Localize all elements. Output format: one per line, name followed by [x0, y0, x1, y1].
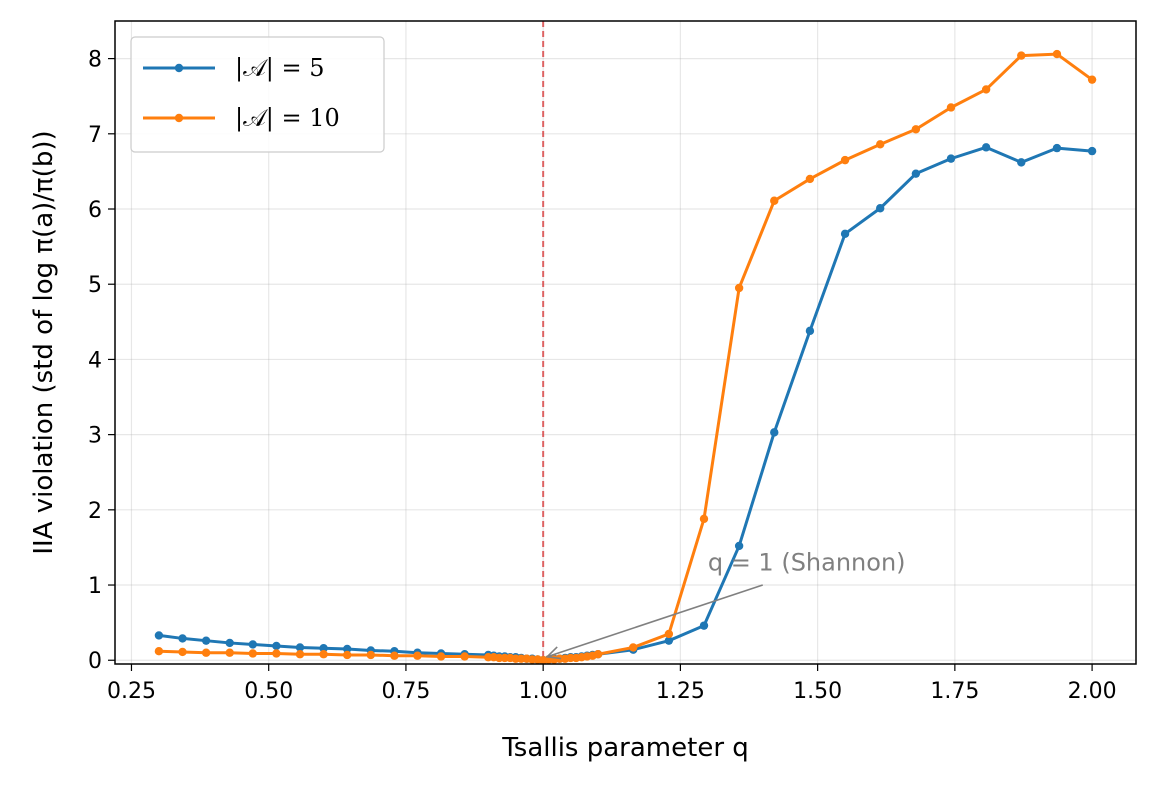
data-point	[840, 229, 850, 239]
series-2	[154, 49, 1097, 665]
data-point	[699, 621, 709, 630]
data-point	[628, 643, 638, 652]
data-point	[342, 650, 352, 660]
data-point	[699, 514, 709, 524]
data-point	[911, 125, 921, 134]
data-point	[770, 196, 779, 205]
x-tick-label: 1.75	[930, 679, 979, 704]
x-tick-label: 0.75	[381, 679, 430, 704]
data-point	[178, 634, 187, 643]
data-point	[1087, 75, 1097, 84]
data-point	[734, 283, 744, 293]
data-point	[319, 644, 328, 653]
data-point	[272, 649, 281, 658]
data-point	[390, 651, 399, 660]
data-point	[664, 636, 674, 645]
x-tick-label: 0.25	[107, 679, 156, 704]
data-point	[272, 641, 281, 651]
data-point	[734, 541, 744, 551]
x-tick-label: 1.50	[793, 679, 842, 704]
data-point	[770, 428, 779, 437]
data-point	[840, 155, 850, 165]
legend-marker	[174, 113, 184, 123]
x-axis-label: Tsallis parameter q	[501, 733, 749, 763]
y-tick-label: 2	[88, 499, 102, 524]
data-point	[154, 631, 164, 640]
data-point	[981, 143, 991, 152]
data-point	[366, 650, 375, 660]
y-axis-ticks: 0 1 2 3 4 5 6 7 8	[88, 48, 115, 674]
x-tick-label: 0.50	[244, 679, 293, 704]
data-point	[248, 649, 257, 658]
annotation-arrow	[546, 584, 763, 658]
data-point	[178, 647, 187, 657]
data-point	[460, 652, 469, 661]
x-tick-label: 1.00	[519, 679, 568, 704]
annotation-layer: q = 1 (Shannon)	[545, 548, 906, 660]
data-point	[295, 650, 305, 659]
y-tick-label: 0	[88, 649, 102, 674]
legend-box	[130, 36, 385, 153]
data-point	[248, 640, 257, 649]
legend-entry: |𝒜| = 5	[235, 54, 325, 83]
legend-marker	[174, 63, 184, 73]
data-point	[1017, 158, 1026, 167]
data-point	[946, 103, 956, 112]
data-point	[981, 85, 991, 94]
data-point	[876, 140, 885, 149]
plot-frame	[114, 20, 1137, 665]
data-point	[946, 154, 956, 163]
data-point	[1052, 49, 1062, 59]
data-point	[1087, 146, 1097, 156]
y-tick-label: 6	[88, 198, 102, 223]
data-point	[1052, 143, 1062, 153]
y-tick-label: 8	[88, 48, 102, 73]
data-point	[1017, 51, 1026, 60]
data-point	[319, 650, 328, 659]
y-tick-label: 1	[88, 574, 102, 599]
data-point	[201, 636, 211, 645]
data-point	[342, 644, 352, 654]
x-axis-ticks: 0.25 0.50 0.75 1.00 1.25 1.50 1.75 2.00	[107, 664, 1117, 704]
series-layer	[154, 49, 1097, 665]
data-point	[201, 648, 211, 657]
data-point	[154, 647, 164, 656]
annotation-shannon: q = 1 (Shannon)	[708, 548, 906, 576]
legend-entry: |𝒜| = 10	[235, 104, 340, 133]
grid	[115, 21, 1136, 664]
y-axis-label: IIA violation (std of log π(a)/π(b))	[29, 130, 59, 554]
annotation-arrowhead	[545, 646, 562, 660]
data-point	[911, 169, 921, 178]
data-point	[664, 629, 674, 639]
data-point	[225, 648, 234, 657]
x-tick-label: 2.00	[1068, 679, 1117, 704]
data-point	[805, 174, 815, 184]
y-tick-label: 5	[88, 273, 102, 298]
data-point	[876, 204, 885, 213]
data-point	[436, 652, 446, 661]
series-line	[158, 145, 1093, 662]
y-tick-label: 7	[88, 123, 102, 148]
x-tick-label: 1.25	[656, 679, 705, 704]
data-point	[413, 651, 422, 660]
legend: |𝒜| = 5 |𝒜| = 10	[130, 36, 385, 153]
y-tick-label: 4	[88, 348, 102, 373]
data-point	[225, 638, 234, 648]
data-point	[295, 643, 305, 652]
data-point	[805, 326, 815, 336]
y-tick-label: 3	[88, 424, 102, 449]
data-point	[593, 650, 603, 659]
